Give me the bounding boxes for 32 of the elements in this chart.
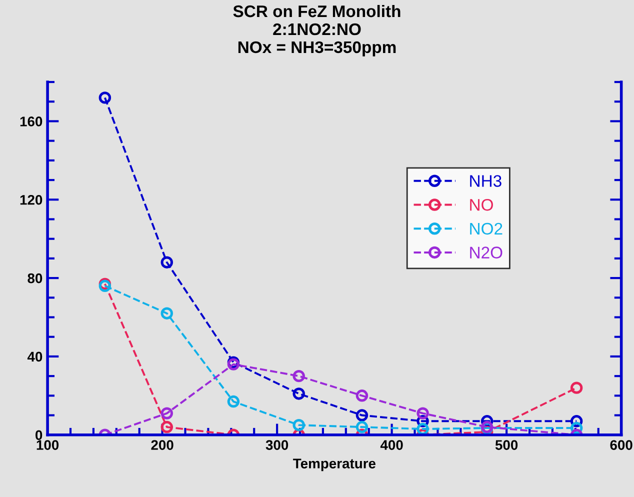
point — [416, 407, 429, 420]
legend-label: NO — [470, 198, 493, 211]
legend-label: NH3 — [470, 175, 502, 187]
x-tick-label: 400 — [380, 440, 403, 450]
point — [160, 420, 174, 434]
x-tick-label: 200 — [151, 440, 174, 450]
legend-label: NO2 — [470, 222, 502, 235]
x-axis-title: Temperature — [293, 458, 376, 472]
point — [356, 390, 368, 402]
point — [160, 407, 174, 420]
point — [356, 420, 368, 434]
point — [160, 256, 174, 268]
point — [292, 370, 305, 382]
x-tick-label: 600 — [610, 440, 632, 450]
x-tick-label: 100 — [36, 440, 59, 450]
y-tick-label: 40 — [27, 352, 42, 362]
y-tick-label: 0 — [36, 430, 42, 440]
point — [292, 418, 305, 432]
point — [98, 92, 112, 104]
y-tick-label: 80 — [28, 273, 42, 284]
chart-title: SCR on FeZ Monolith 2:1NO2:NO NOx = NH3=350ppm — [233, 4, 400, 56]
x-tick-label: 500 — [495, 440, 518, 450]
point — [356, 409, 368, 422]
point — [416, 422, 429, 435]
y-tick-label: 120 — [20, 194, 42, 205]
legend-label: N2O — [470, 246, 502, 258]
y-tick-label: 160 — [20, 116, 42, 126]
point — [292, 388, 305, 400]
x-tick-label: 300 — [266, 440, 288, 450]
point — [227, 395, 240, 408]
point — [160, 307, 174, 320]
point — [570, 382, 583, 394]
